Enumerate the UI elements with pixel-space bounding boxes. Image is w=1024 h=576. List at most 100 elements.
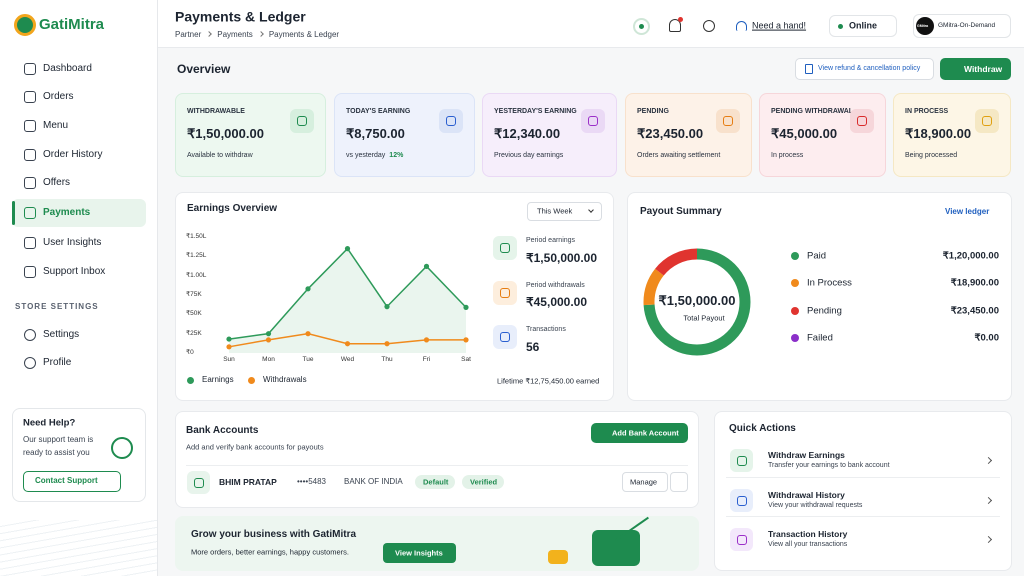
point bbox=[226, 344, 232, 350]
avatar bbox=[916, 17, 934, 35]
quick-title[interactable]: Transaction History bbox=[768, 528, 848, 539]
more-button[interactable] bbox=[670, 472, 688, 492]
stat-note: Being processed bbox=[905, 151, 958, 159]
stat-card bbox=[334, 93, 475, 177]
period-select[interactable] bbox=[527, 202, 602, 221]
card-subtitle: Add and verify bank accounts for payouts bbox=[186, 442, 324, 452]
nav-item[interactable]: Profile bbox=[43, 357, 72, 368]
stat-label: Transactions bbox=[526, 325, 566, 333]
icon-glyph bbox=[736, 455, 747, 466]
x-tick-label: Sat bbox=[461, 356, 471, 364]
promo-title: Grow your business with GatiMitra bbox=[191, 529, 357, 540]
help-link[interactable]: Need a hand! bbox=[752, 20, 807, 31]
icon bbox=[716, 109, 740, 133]
breadcrumb[interactable]: Partner bbox=[175, 30, 202, 40]
quick-item[interactable] bbox=[723, 442, 1003, 478]
notifications[interactable] bbox=[669, 19, 681, 32]
icon bbox=[975, 109, 999, 133]
promo-wallet bbox=[592, 530, 640, 566]
nav-item[interactable]: Order History bbox=[43, 149, 103, 160]
quick-text[interactable]: Transfer your earnings to bank account bbox=[768, 461, 890, 469]
tag bbox=[462, 475, 504, 489]
section-title: Overview bbox=[177, 61, 231, 76]
headset-icon bbox=[736, 21, 747, 31]
nav-icon bbox=[24, 120, 36, 132]
help-title: Need Help? bbox=[23, 417, 76, 429]
policy-button-label[interactable]: View refund & cancellation policy bbox=[818, 64, 921, 72]
point bbox=[384, 304, 390, 310]
donut-segment bbox=[643, 248, 751, 356]
x-tick-label: Thu bbox=[381, 356, 393, 364]
icon-glyph bbox=[193, 477, 204, 488]
quick-title[interactable]: Withdrawal History bbox=[768, 489, 845, 500]
chart bbox=[226, 246, 469, 353]
quick-item[interactable] bbox=[723, 482, 1003, 518]
quick-text[interactable]: View all your transactions bbox=[768, 540, 848, 548]
donut-total: ₹1,50,000.00 bbox=[658, 293, 736, 309]
icon bbox=[493, 236, 517, 260]
withdraw-button[interactable] bbox=[940, 58, 1011, 80]
stat-note: In process bbox=[771, 151, 804, 159]
y-tick-label: ₹0 bbox=[186, 349, 194, 357]
status-icon-dot bbox=[639, 24, 644, 29]
manage-button[interactable] bbox=[622, 472, 668, 492]
nav-item[interactable]: Offers bbox=[43, 177, 71, 188]
stat-value: ₹45,000.00 bbox=[526, 294, 588, 309]
y-tick-label: ₹50K bbox=[186, 310, 202, 318]
point bbox=[423, 337, 430, 343]
view-ledger[interactable]: View ledger bbox=[945, 207, 990, 217]
nav-item[interactable]: Payments bbox=[43, 207, 91, 218]
nav-item[interactable]: User Insights bbox=[43, 237, 102, 248]
quick-title[interactable]: Withdraw Earnings bbox=[768, 449, 845, 460]
period-select-label[interactable]: This Week bbox=[537, 206, 573, 216]
withdraw-button-label[interactable]: Withdraw bbox=[964, 63, 1003, 74]
settings-icon[interactable] bbox=[703, 20, 715, 32]
stat-card bbox=[175, 93, 326, 177]
stat-change: 12% bbox=[389, 151, 404, 159]
payout-value: ₹0.00 bbox=[974, 332, 999, 344]
nav-item[interactable]: Dashboard bbox=[43, 63, 92, 74]
icon-glyph bbox=[500, 332, 510, 342]
policy-button[interactable] bbox=[795, 58, 934, 80]
quick-text[interactable]: View your withdrawal requests bbox=[768, 501, 863, 509]
nav-icon bbox=[24, 91, 36, 103]
status-dot bbox=[838, 24, 843, 29]
add-bank-label[interactable]: Add Bank Account bbox=[612, 428, 679, 438]
account[interactable]: GMitra-On-Demand bbox=[938, 22, 996, 30]
contact-button-label[interactable]: Contact Support bbox=[35, 476, 98, 486]
logo-mark bbox=[14, 14, 36, 36]
status[interactable]: Online bbox=[849, 20, 878, 31]
nav-active[interactable] bbox=[12, 199, 146, 227]
stat-value: ₹1,50,000.00 bbox=[526, 250, 598, 265]
breadcrumb[interactable]: Payments bbox=[217, 30, 253, 40]
insights-label[interactable]: View Insights bbox=[395, 548, 443, 558]
stat-label: WITHDRAWABLE bbox=[187, 107, 245, 115]
icon-glyph bbox=[588, 116, 598, 126]
stat-note: Orders awaiting settlement bbox=[637, 151, 721, 159]
point bbox=[305, 286, 311, 292]
nav-icon bbox=[24, 63, 36, 75]
point bbox=[305, 331, 311, 337]
card-title: Quick Actions bbox=[729, 423, 796, 434]
point bbox=[423, 263, 430, 269]
nav-item[interactable]: Settings bbox=[43, 329, 80, 340]
icon-glyph bbox=[723, 116, 733, 126]
icon bbox=[493, 281, 517, 305]
quick-item[interactable] bbox=[723, 521, 1003, 557]
icon bbox=[730, 449, 753, 472]
add-bank-button[interactable] bbox=[591, 423, 688, 443]
contact-button[interactable] bbox=[23, 471, 121, 492]
nav-item[interactable]: Support Inbox bbox=[43, 266, 106, 277]
manage-label[interactable]: Manage bbox=[630, 477, 658, 487]
breadcrumb: Payments & Ledger bbox=[268, 30, 340, 40]
page-title: Payments & Ledger bbox=[175, 8, 306, 25]
nav-item[interactable]: Menu bbox=[43, 120, 69, 131]
stat-amount: ₹45,000.00 bbox=[771, 126, 838, 142]
nav-item[interactable]: Orders bbox=[43, 91, 74, 102]
row-divider bbox=[186, 465, 688, 466]
insights-button[interactable] bbox=[383, 543, 456, 563]
status-pill[interactable] bbox=[829, 15, 897, 37]
row-divider bbox=[726, 477, 1000, 478]
promo-text: More orders, better earnings, happy cust… bbox=[191, 547, 349, 557]
icon-glyph bbox=[736, 495, 747, 506]
